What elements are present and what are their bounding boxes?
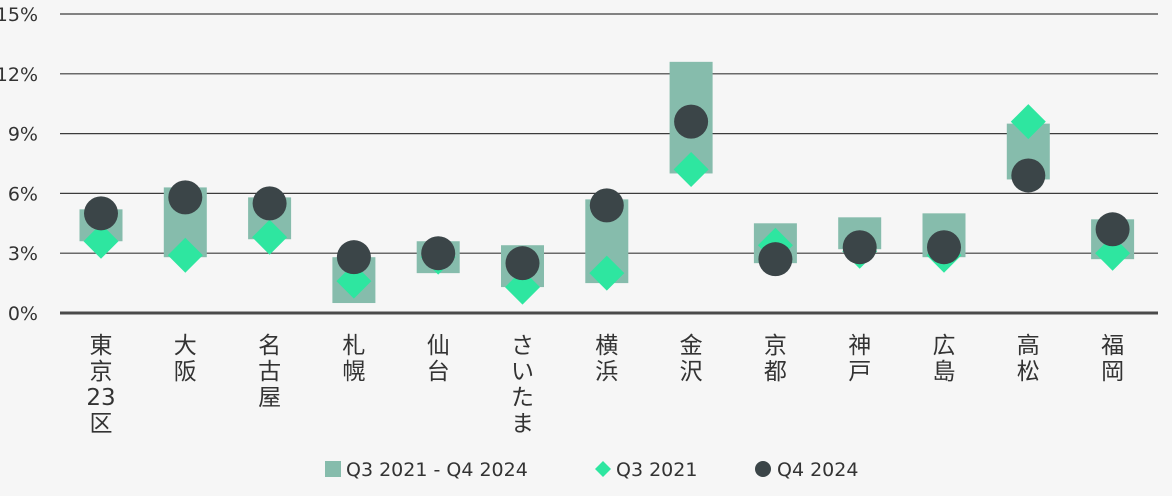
category-label-line: 島 <box>933 359 956 385</box>
circle-marker <box>1095 212 1130 247</box>
gridlines <box>60 13 1158 315</box>
legend-circle-icon <box>755 461 771 477</box>
y-tick-label: 0% <box>8 303 38 325</box>
category-label-line: さ <box>511 333 534 359</box>
diamond-marker <box>83 223 119 259</box>
circle-marker <box>842 230 877 265</box>
circle-marker <box>84 196 118 231</box>
category-label-line: ま <box>511 411 534 437</box>
legend-diamond-label: Q3 2021 <box>616 459 697 481</box>
legend-range-label: Q3 2021 - Q4 2024 <box>346 459 528 481</box>
category-label-line: 神 <box>848 333 871 359</box>
category-label-line: 幌 <box>342 359 365 385</box>
circle-marker <box>589 188 624 223</box>
category-label: 京都 <box>764 333 787 385</box>
category-label-line: 都 <box>764 359 787 385</box>
category-label: 福岡 <box>1101 333 1124 385</box>
category-label-line: 広 <box>933 333 956 359</box>
category-label: 横浜 <box>595 333 618 385</box>
circle-marker <box>927 230 961 265</box>
category-label-line: 屋 <box>258 385 281 411</box>
category-label-line: 福 <box>1101 333 1124 359</box>
diamond-marker <box>1010 104 1046 140</box>
category-label-line: 阪 <box>174 359 197 385</box>
y-tick-label: 3% <box>8 243 38 265</box>
category-label-line: 松 <box>1017 359 1040 385</box>
y-tick-label: 12% <box>0 64 38 86</box>
category-label-line: い <box>511 359 534 385</box>
category-label-line: 区 <box>90 411 113 437</box>
category-label-line: 23 <box>86 385 115 411</box>
category-label: さいたま <box>511 333 534 437</box>
category-label: 広島 <box>933 333 956 385</box>
category-label-line: 浜 <box>595 359 618 385</box>
category-label-line: 金 <box>680 333 703 359</box>
category-label-line: 京 <box>90 359 113 385</box>
circle-marker <box>336 240 371 275</box>
category-label-line: 東 <box>90 333 113 359</box>
circle-marker <box>421 236 456 271</box>
category-label-line: 古 <box>258 359 281 385</box>
category-label: 神戸 <box>848 333 871 385</box>
diamond-marker <box>252 219 288 255</box>
circle-marker <box>505 246 540 281</box>
circle-marker <box>674 104 709 139</box>
y-axis-tick-labels: 0% 3% 6% 9% 12% 15% <box>0 4 38 325</box>
category-label-line: 仙 <box>427 333 450 359</box>
category-label: 金沢 <box>680 333 703 385</box>
category-label-line: 京 <box>764 333 787 359</box>
category-label-line: 名 <box>258 333 281 359</box>
category-label-line: 札 <box>342 333 365 359</box>
category-label-line: た <box>511 385 534 411</box>
diamond-marker <box>336 263 372 299</box>
legend-diamond-icon <box>595 461 611 477</box>
diamond-marker <box>673 151 709 187</box>
q4-2024-markers <box>84 104 1130 281</box>
legend-circle-label: Q4 2024 <box>777 459 858 481</box>
diamond-marker <box>1095 235 1131 271</box>
category-label-line: 台 <box>427 359 450 385</box>
y-tick-label: 6% <box>8 183 38 205</box>
category-label-line: 横 <box>595 333 618 359</box>
category-label: 名古屋 <box>258 333 281 411</box>
diamond-marker <box>589 255 625 291</box>
circle-marker <box>168 180 203 215</box>
diamond-marker <box>505 269 540 305</box>
category-label-line: 大 <box>174 333 197 359</box>
legend-range-swatch <box>325 461 341 477</box>
category-label: 仙台 <box>427 333 450 385</box>
category-label-line: 岡 <box>1101 359 1124 385</box>
diamond-marker <box>167 237 203 273</box>
category-label: 大阪 <box>174 333 197 385</box>
y-tick-label: 9% <box>8 124 38 146</box>
category-label: 東京 23 区 <box>86 333 115 437</box>
category-label-line: 高 <box>1017 333 1040 359</box>
category-label: 高松 <box>1017 333 1040 385</box>
y-tick-label: 15% <box>0 4 38 26</box>
category-label-line: 沢 <box>680 359 703 385</box>
circle-marker <box>1011 158 1046 193</box>
category-label: 札幌 <box>342 333 365 385</box>
circle-marker <box>758 242 793 277</box>
legend: Q3 2021 - Q4 2024 Q3 2021 Q4 2024 <box>325 459 858 481</box>
circle-marker <box>252 186 287 221</box>
category-label-line: 戸 <box>848 359 871 385</box>
